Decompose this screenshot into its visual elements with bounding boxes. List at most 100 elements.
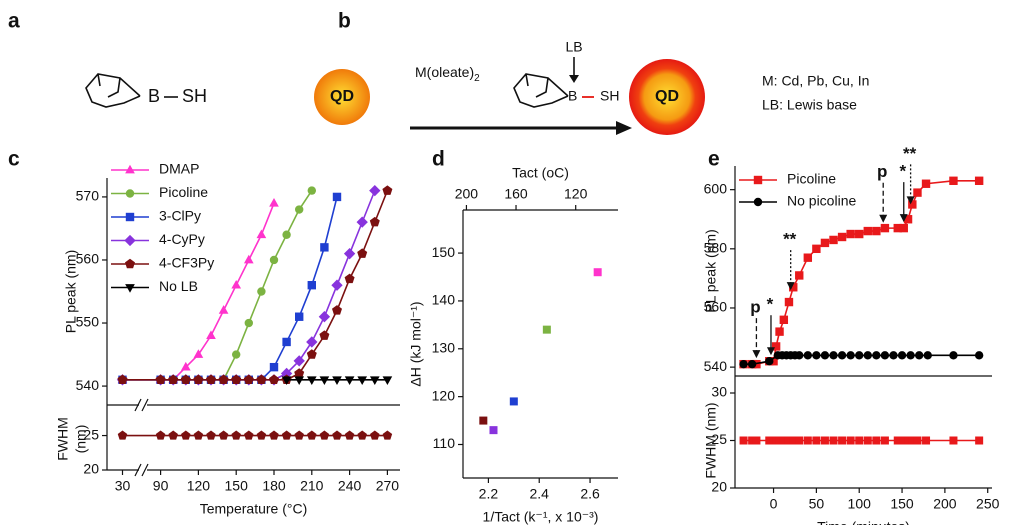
marker — [829, 351, 838, 360]
marker — [280, 367, 293, 380]
marker — [820, 238, 830, 248]
marker — [803, 351, 813, 360]
y-tick-label: 570 — [76, 188, 100, 204]
marker — [125, 212, 135, 222]
marker — [125, 258, 135, 269]
marker — [803, 436, 812, 445]
marker — [344, 376, 355, 386]
marker — [319, 430, 330, 440]
qd-label: QD — [655, 88, 679, 105]
x-tick-label: 150 — [890, 496, 914, 512]
panel-label: e — [708, 148, 720, 171]
marker — [181, 430, 191, 440]
marker — [344, 273, 355, 284]
marker — [913, 436, 922, 445]
annotation: ** — [783, 230, 797, 249]
annotation: p — [877, 162, 887, 181]
y-tick-label: 120 — [432, 387, 456, 403]
marker — [243, 254, 254, 264]
marker — [880, 351, 890, 360]
x-tick-label: 0 — [770, 496, 778, 512]
marker — [269, 430, 279, 440]
marker — [863, 226, 872, 236]
marker — [784, 297, 794, 307]
marker — [795, 436, 804, 445]
x2-tick-label: 120 — [564, 186, 588, 202]
marker — [382, 185, 393, 195]
legend-label: 4-CF3Py — [159, 255, 214, 271]
qd-label: QD — [330, 88, 354, 105]
x-tick-label: 270 — [376, 478, 400, 494]
y-tick-label: 550 — [76, 314, 100, 330]
marker — [974, 176, 984, 185]
marker — [872, 351, 881, 360]
marker — [949, 351, 958, 360]
marker — [318, 311, 331, 323]
marker — [846, 436, 855, 445]
y-axis-title: FWHM (nm) — [703, 402, 719, 478]
marker — [332, 305, 342, 315]
marker — [294, 368, 305, 378]
legend-label: DMAP — [159, 161, 199, 177]
marker — [231, 430, 241, 440]
marker — [295, 205, 304, 214]
y-tick-label: 560 — [704, 299, 728, 315]
marker — [206, 430, 216, 440]
annotation: p — [750, 298, 760, 317]
marker — [244, 430, 254, 440]
x-tick-label: 250 — [976, 496, 1000, 512]
note: M: Cd, Pb, Cu, In — [762, 73, 869, 89]
panel-label: d — [432, 148, 445, 171]
marker — [206, 330, 216, 339]
legend-label: No picoline — [787, 193, 856, 209]
marker — [899, 223, 908, 233]
marker — [795, 271, 804, 280]
marker — [356, 216, 368, 228]
series-line — [743, 179, 980, 365]
arrow-head — [786, 282, 795, 291]
marker — [256, 430, 267, 440]
bbn-skeleton — [85, 73, 141, 108]
y-tick-label: 110 — [433, 435, 456, 451]
reagent-subscript: 2 — [474, 73, 480, 84]
x-tick-label: 90 — [153, 478, 169, 494]
marker — [846, 229, 855, 239]
marker — [193, 349, 204, 358]
marker — [913, 188, 922, 197]
y-tick-label: 20 — [711, 479, 727, 495]
marker — [282, 337, 291, 347]
marker — [752, 436, 761, 445]
marker — [125, 189, 135, 198]
marker — [803, 253, 813, 262]
atom: B — [148, 86, 160, 106]
marker — [846, 351, 855, 360]
marker — [155, 430, 166, 440]
x-tick-label: 240 — [338, 478, 362, 494]
annotation: * — [767, 295, 774, 314]
marker — [282, 230, 291, 239]
marker — [281, 430, 292, 440]
marker — [872, 436, 881, 445]
marker — [117, 430, 128, 440]
x-tick-label: 2.2 — [479, 486, 499, 502]
marker — [837, 351, 847, 360]
marker — [232, 350, 241, 359]
panel-label: b — [338, 10, 351, 33]
marker — [812, 244, 821, 254]
panel-label: a — [8, 10, 20, 33]
bbn-skeleton — [513, 73, 569, 108]
marker — [893, 223, 902, 233]
y-axis-title: PL peak (nm) — [63, 250, 79, 334]
atom: SH — [600, 88, 619, 104]
quantum-dot — [314, 69, 370, 125]
marker — [306, 349, 317, 359]
marker — [921, 179, 931, 188]
marker — [829, 436, 838, 445]
y-tick-label: 560 — [76, 251, 100, 267]
marker — [748, 436, 757, 445]
arrow-head — [899, 214, 908, 223]
marker — [747, 359, 757, 369]
marker — [332, 192, 342, 202]
marker — [872, 226, 881, 236]
marker — [294, 430, 304, 440]
